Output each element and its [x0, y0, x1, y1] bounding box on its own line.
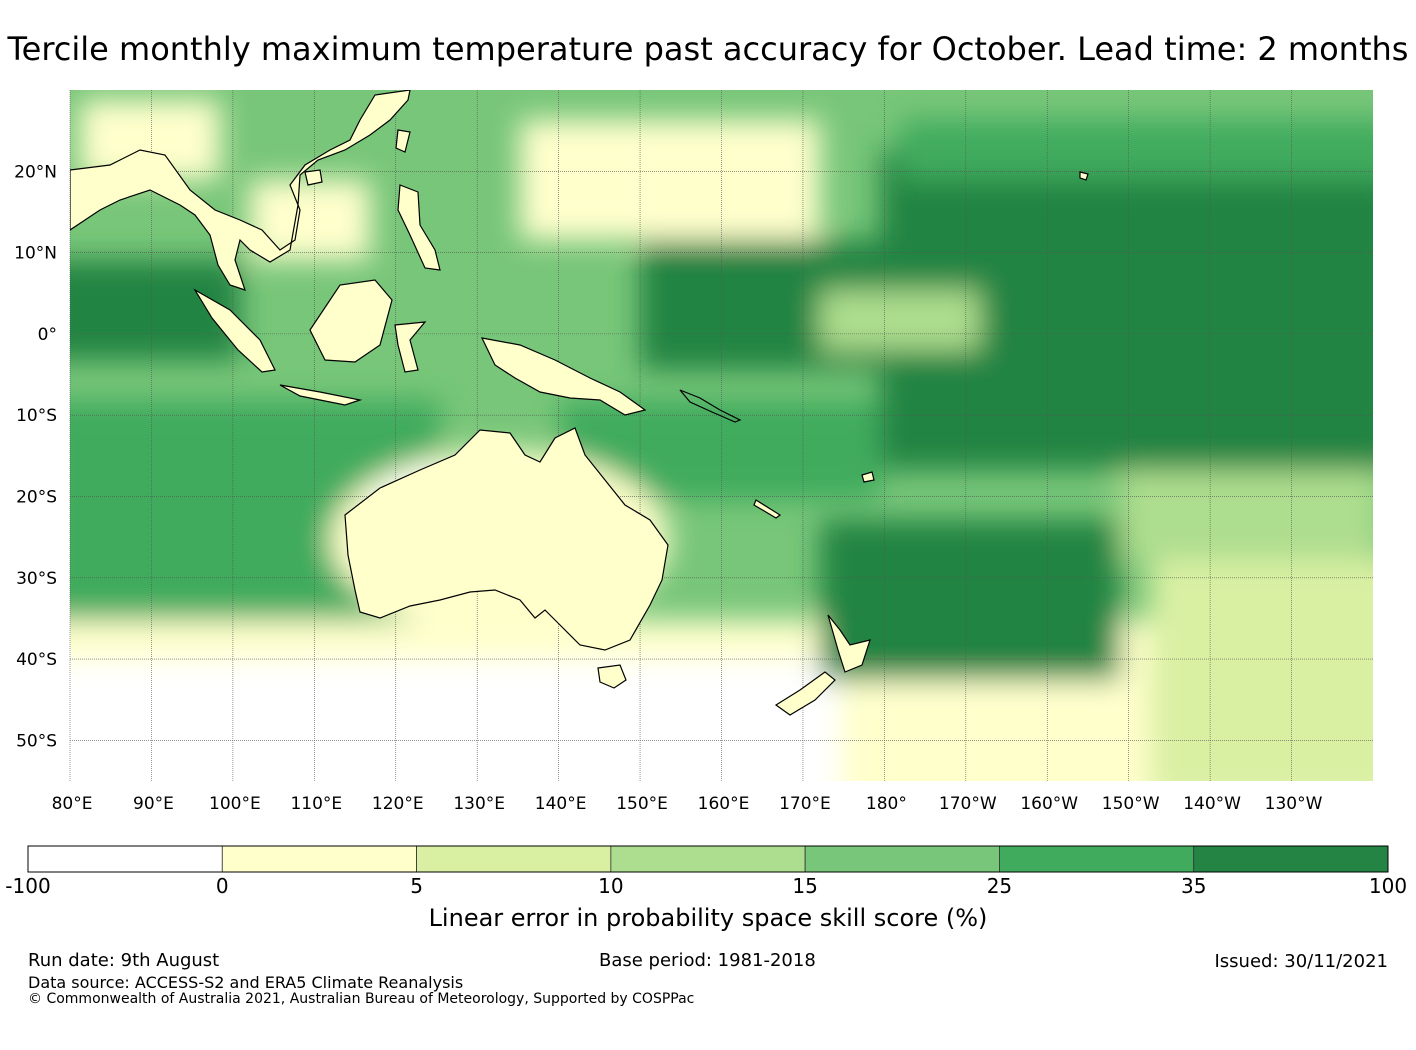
longitude-label: 110°E	[290, 794, 342, 814]
taiwan-outline	[395, 129, 411, 153]
solomon-islands-outline	[679, 389, 742, 423]
longitude-label: 170°E	[779, 794, 831, 814]
colorbar-swatch	[804, 845, 1000, 873]
colorbar-tick-labels: -100 0 5 10 15 25 35 100	[5, 874, 1407, 898]
latitude-label: 20°N	[14, 162, 57, 182]
colorbar-swatch	[221, 845, 417, 873]
latitude-label: 10°S	[16, 406, 57, 426]
new-guinea-outline	[480, 337, 647, 416]
hawaii-outline	[1079, 171, 1089, 181]
longitude-label: 120°E	[372, 794, 424, 814]
colorbar-tick-label: 35	[1181, 874, 1206, 898]
tasmania-outline	[597, 664, 627, 689]
base-period: Base period: 1981-2018	[599, 950, 816, 971]
new-zealand-south	[774, 671, 836, 716]
java-outline	[279, 384, 363, 406]
fiji-outline	[861, 471, 875, 483]
australia-outline	[344, 427, 669, 651]
longitude-labels: 80°E 90°E 100°E 110°E 120°E 130°E 140°E 150°E 16…	[52, 794, 1323, 814]
data-source: Data source: ACCESS-S2 and ERA5 Climate …	[28, 973, 464, 992]
longitude-label: 100°E	[209, 794, 261, 814]
colorbar-tick-label: 15	[792, 874, 817, 898]
colorbar-label: Linear error in probability space skill …	[428, 904, 988, 932]
colorbar-outline	[27, 845, 1389, 873]
latitude-label: 30°S	[16, 569, 57, 589]
longitude-label: 80°E	[52, 794, 93, 814]
map-title: Tercile monthly maximum temperature past…	[7, 30, 1409, 68]
longitude-label: 170°W	[939, 794, 997, 814]
asia-mainland	[70, 90, 411, 291]
colorbar-swatch	[1193, 845, 1389, 873]
hainan-outline	[304, 169, 323, 186]
longitude-label: 150°W	[1102, 794, 1160, 814]
longitude-label: 140°E	[535, 794, 587, 814]
latitude-label: 50°S	[16, 731, 57, 751]
map-panel	[70, 90, 1373, 781]
longitude-label: 90°E	[133, 794, 174, 814]
longitude-label: 130°W	[1265, 794, 1323, 814]
colorbar-tick-label: 10	[598, 874, 623, 898]
longitude-label: 160°W	[1020, 794, 1078, 814]
new-zealand-north	[827, 614, 871, 673]
sumatra-outline	[193, 288, 276, 373]
sulawesi-outline	[394, 321, 427, 373]
colorbar-tick-label: -100	[5, 874, 50, 898]
longitude-label: 180°	[866, 794, 907, 814]
skill-field	[70, 100, 1373, 781]
issued-date: Issued: 30/11/2021	[1214, 951, 1388, 972]
colorbar	[27, 845, 1389, 873]
latitude-label: 10°N	[14, 244, 57, 264]
new-caledonia-outline	[753, 499, 782, 519]
longitude-label: 160°E	[698, 794, 750, 814]
latitude-label: 40°S	[16, 650, 57, 670]
longitude-label: 130°E	[453, 794, 505, 814]
longitude-label: 150°E	[616, 794, 668, 814]
colorbar-tick-label: 100	[1369, 874, 1407, 898]
latitude-label: 20°S	[16, 487, 57, 507]
colorbar-swatch	[416, 845, 612, 873]
colorbar-tick-label: 5	[410, 874, 423, 898]
longitude-label: 140°W	[1183, 794, 1241, 814]
colorbar-tick-label: 25	[987, 874, 1012, 898]
colorbar-swatch	[610, 845, 806, 873]
philippines-outline	[397, 184, 441, 271]
colorbar-swatch	[27, 845, 223, 873]
borneo-outline	[309, 279, 393, 363]
coastlines	[70, 90, 1089, 716]
colorbar-tick-label: 0	[216, 874, 229, 898]
copyright: © Commonwealth of Australia 2021, Austra…	[28, 991, 695, 1007]
latitude-label: 0°	[38, 325, 57, 345]
colorbar-swatch	[999, 845, 1195, 873]
run-date: Run date: 9th August	[28, 950, 220, 971]
latitude-labels: 20°N 10°N 0° 10°S 20°S 30°S 40°S 50°S	[14, 162, 57, 751]
